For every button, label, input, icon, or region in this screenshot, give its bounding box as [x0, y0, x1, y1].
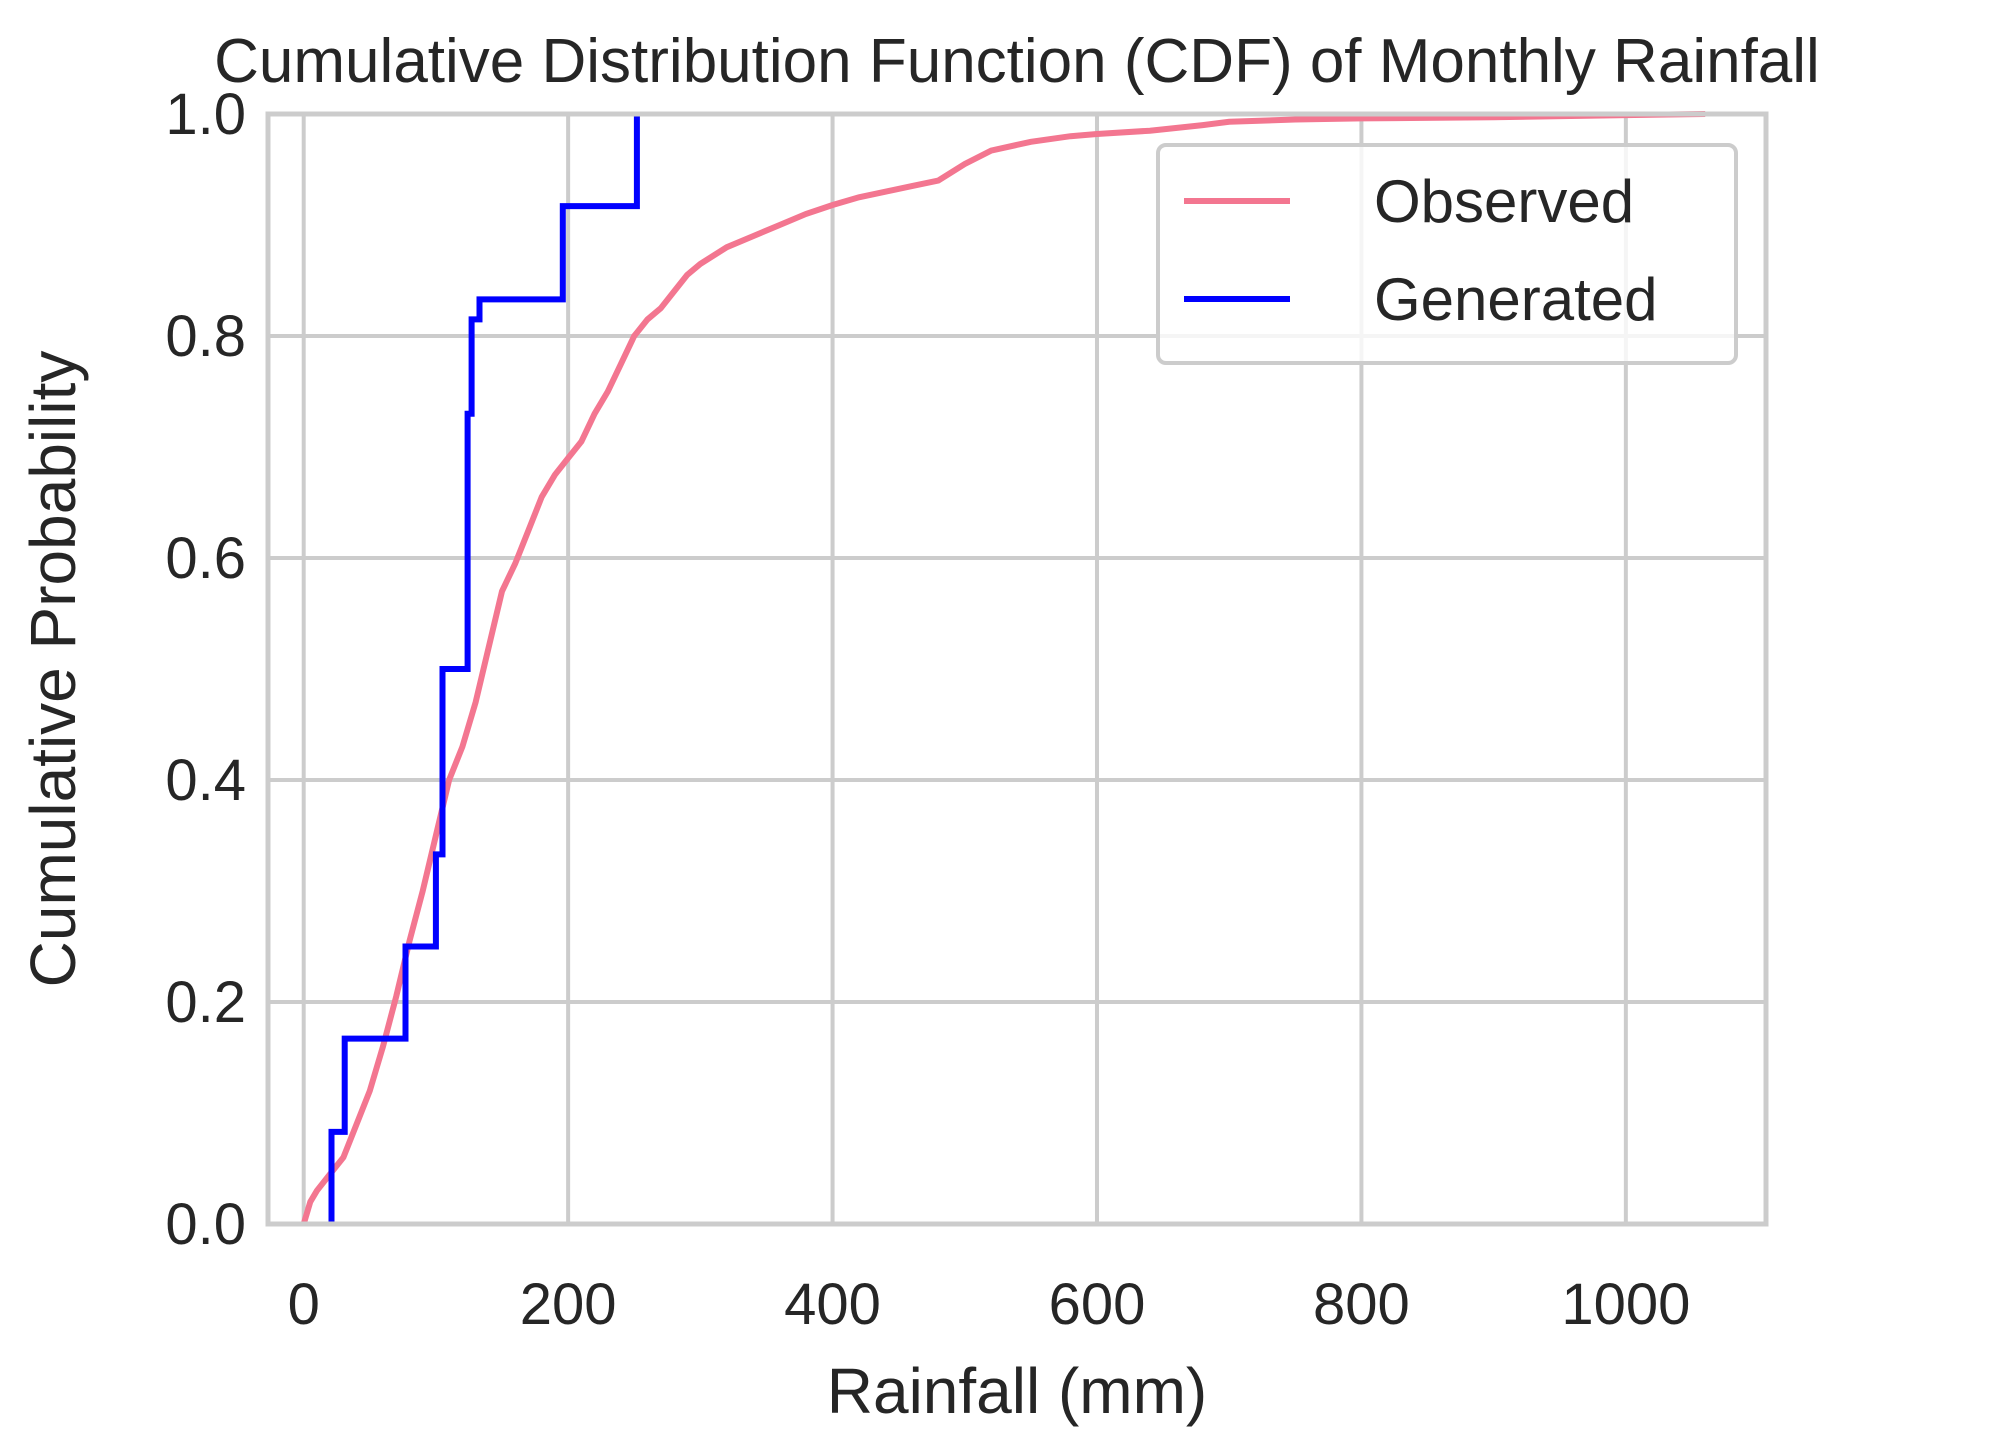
x-tick-label: 400: [784, 1272, 881, 1337]
legend-label-observed: Observed: [1374, 168, 1634, 235]
series-line-generated: [328, 114, 640, 1224]
legend-label-generated: Generated: [1374, 266, 1658, 333]
x-tick-label: 1000: [1561, 1272, 1690, 1337]
y-tick-label: 0.2: [165, 970, 246, 1035]
y-tick-label: 1.0: [165, 82, 246, 147]
y-tick-label: 0.6: [165, 526, 246, 591]
chart-title: Cumulative Distribution Function (CDF) o…: [214, 27, 1820, 96]
x-axis-ticks: 0 200 400 600 800 1000: [288, 1272, 1691, 1337]
y-tick-label: 0.4: [165, 748, 246, 813]
x-tick-label: 800: [1313, 1272, 1410, 1337]
plot-frame: [265, 111, 1769, 1227]
y-tick-label: 0.0: [165, 1192, 246, 1257]
x-axis-label: Rainfall (mm): [827, 1355, 1207, 1427]
y-axis-ticks: 0.0 0.2 0.4 0.6 0.8 1.0: [165, 82, 246, 1257]
y-tick-label: 0.8: [165, 304, 246, 369]
y-axis-label: Cumulative Probability: [17, 351, 89, 988]
legend: Observed Generated: [1156, 143, 1738, 365]
x-tick-label: 600: [1049, 1272, 1146, 1337]
x-tick-label: 200: [520, 1272, 617, 1337]
x-tick-label: 0: [288, 1272, 320, 1337]
legend-box: [1156, 143, 1738, 365]
series-layer: [300, 111, 1706, 1225]
